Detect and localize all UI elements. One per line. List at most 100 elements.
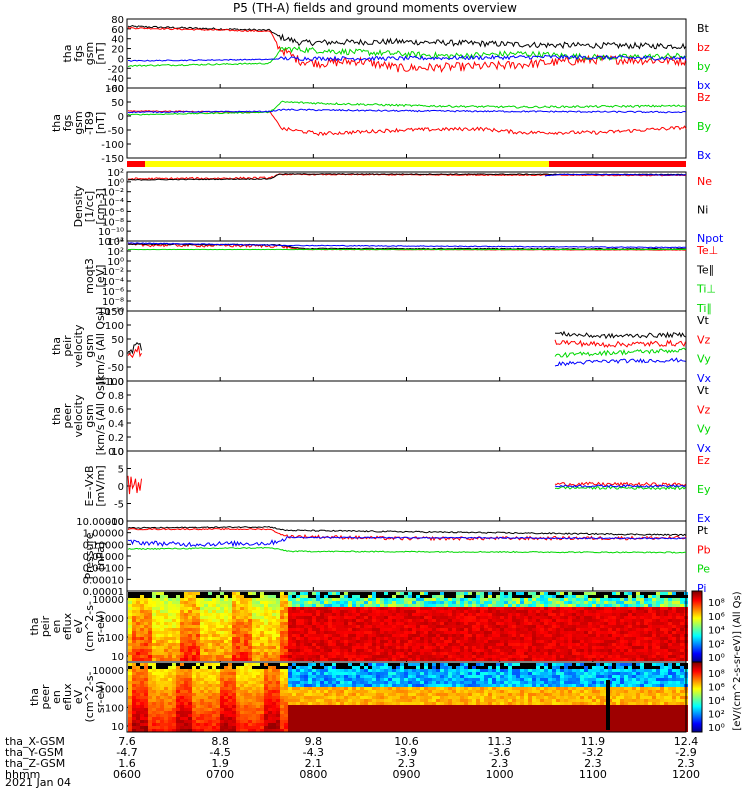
colorbar-cell: [692, 655, 702, 656]
colorbar-cell: [692, 636, 702, 637]
ylabel-line: eflux: [61, 612, 74, 640]
legend-Ex: Ex: [697, 512, 711, 525]
colorbar-cell: [692, 714, 702, 715]
legend-by: by: [697, 60, 711, 73]
bz-model-line: [127, 110, 687, 137]
ytick-label: 0.8: [108, 391, 124, 402]
ex-line: [554, 484, 686, 488]
legend-Te⊥: Te⊥: [696, 244, 718, 257]
colorbar-cell: [692, 642, 702, 643]
ytick-label: 150: [105, 307, 124, 318]
legend-Npot: Npot: [697, 232, 724, 245]
colorbar-cell: [692, 610, 702, 611]
ylabel-line: velocity: [72, 394, 85, 437]
ytick-label: 0.00010: [83, 575, 124, 586]
xaxis-tick-value: -3.2: [582, 746, 603, 759]
panel-frame-temperature: [126, 240, 687, 312]
ytick-label: 10⁻¹⁰: [98, 227, 124, 238]
legend-Pt: Pt: [697, 524, 709, 537]
colorbar-cell: [692, 676, 702, 677]
colorbar-cell: [692, 631, 702, 632]
colorbar-cell: [692, 617, 702, 618]
colorbar-tick: 10⁸: [708, 669, 725, 680]
colorbar-cell: [692, 620, 702, 621]
ylabel-line: [eV]: [94, 265, 107, 288]
ylabel-line: fgs: [72, 45, 85, 62]
legend-Ni: Ni: [697, 204, 708, 217]
colorbar-cell: [692, 657, 702, 658]
ytick-label: -150: [101, 154, 124, 165]
ylabel-line: tha: [61, 44, 74, 62]
colorbar-cell: [692, 634, 702, 635]
ytick-label: -10: [108, 517, 124, 528]
ytick-label: 10⁰: [107, 178, 124, 189]
panel-frame-peir-velocity: [126, 310, 687, 382]
colorbar-cell: [692, 602, 702, 603]
date-label: 2021 Jan 04: [5, 776, 71, 789]
legend-bx: bx: [697, 79, 711, 92]
xaxis-tick-value: -4.3: [303, 746, 324, 759]
colorbar-cell: [692, 593, 702, 594]
colorbar-cell: [692, 643, 702, 644]
xaxis-tick-value: 2.3: [677, 757, 695, 770]
colorbar-cell: [692, 708, 702, 709]
colorbar-cell: [692, 659, 702, 660]
colorbar-cell: [692, 703, 702, 704]
ytick-label: 5: [118, 465, 124, 476]
ytick-label: 100: [105, 321, 124, 332]
colorbar-cell: [692, 691, 702, 692]
colorbar-cell: [692, 673, 702, 674]
colorbar-cell: [692, 595, 702, 596]
xaxis-tick-value: -4.5: [209, 746, 230, 759]
ytick-label: 60: [111, 25, 124, 36]
colorbar-cell: [692, 681, 702, 682]
peer-spectrogram-cells: [128, 663, 688, 732]
xaxis-tick-value: 1100: [579, 768, 607, 781]
ytick-label: 10⁻⁴: [102, 198, 124, 209]
colorbar-cell: [692, 604, 702, 605]
colorbar-cell: [692, 712, 702, 713]
colorbar-cell: [692, 626, 702, 627]
colorbar-tick: 10⁸: [708, 598, 725, 609]
ylabel-line: eV: [72, 619, 85, 634]
colorbar-cell: [692, 727, 702, 728]
colorbar-cell: [692, 716, 702, 717]
xaxis-tick-value: 0800: [299, 768, 327, 781]
xaxis-row-label: hhmm: [5, 768, 40, 781]
colorbar-cell: [692, 639, 702, 640]
colorbar-cell: [692, 645, 702, 646]
colorbar-cell: [692, 624, 702, 625]
panel-frame-peer-velocity: [126, 380, 687, 452]
colorbar-cell: [692, 635, 702, 636]
colorbar-cell: [692, 611, 702, 612]
by-model-line: [127, 100, 687, 116]
ylabel-line: en: [50, 690, 63, 704]
ylabel-line: gsm: [83, 42, 96, 65]
colorbar-cell: [692, 721, 702, 722]
colorbar-cell: [692, 720, 702, 721]
legend-Vx: Vx: [697, 372, 712, 385]
colorbar-cell: [692, 666, 702, 667]
ytick-label: 10000: [92, 666, 124, 677]
colorbar-cell: [692, 685, 702, 686]
ytick-label: 10⁻¹⁰: [98, 307, 124, 318]
ytick-label: 0: [118, 349, 124, 360]
colorbar-cell: [692, 671, 702, 672]
colorbar-frame: [691, 661, 703, 733]
ylabel-line: en: [50, 620, 63, 634]
ytick-label: 50: [111, 98, 124, 109]
ytick-label: -20: [108, 64, 124, 75]
ylabel-line: [nT]: [94, 42, 107, 64]
colorbar-cell: [692, 675, 702, 676]
ytick-label: 10⁰: [107, 257, 124, 268]
colorbar-cell: [692, 606, 702, 607]
ytick-label: 10⁻⁶: [102, 207, 124, 218]
colorbar-cell: [692, 622, 702, 623]
colorbar-cell: [692, 705, 702, 706]
colorbar-cell: [692, 693, 702, 694]
colorbar-cell: [692, 679, 702, 680]
ytick-label: 0: [118, 482, 124, 493]
ytick-label: 0: [118, 112, 124, 123]
colorbar-cell: [692, 669, 702, 670]
colorbar-cell: [692, 723, 702, 724]
